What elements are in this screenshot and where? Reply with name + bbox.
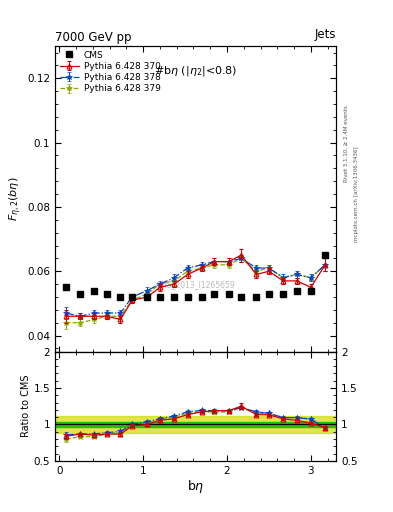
Text: 7000 GeV pp: 7000 GeV pp: [55, 31, 132, 44]
CMS: [294, 287, 299, 293]
CMS: [92, 287, 97, 293]
CMS: [185, 294, 190, 300]
CMS: [254, 294, 259, 300]
CMS: [130, 294, 134, 300]
CMS: [239, 294, 244, 300]
Legend: CMS, Pythia 6.428 370, Pythia 6.428 378, Pythia 6.428 379: CMS, Pythia 6.428 370, Pythia 6.428 378,…: [58, 49, 163, 95]
CMS: [118, 294, 123, 300]
Text: Rivet 3.1.10, ≥ 2.4M events: Rivet 3.1.10, ≥ 2.4M events: [344, 105, 349, 182]
Bar: [55, 416, 336, 433]
CMS: [158, 294, 162, 300]
CMS: [64, 284, 68, 290]
Y-axis label: $F_{\eta,2}(b\eta)$: $F_{\eta,2}(b\eta)$: [8, 177, 24, 221]
Line: CMS: CMS: [62, 252, 329, 301]
CMS: [200, 294, 204, 300]
CMS: [78, 291, 83, 297]
Text: Jets: Jets: [314, 29, 336, 41]
Text: mcplots.cern.ch [arXiv:1306.3436]: mcplots.cern.ch [arXiv:1306.3436]: [354, 147, 359, 242]
Text: #b$\eta$ ($|\eta_2|$<0.8): #b$\eta$ ($|\eta_2|$<0.8): [154, 65, 237, 78]
CMS: [172, 294, 176, 300]
Y-axis label: Ratio to CMS: Ratio to CMS: [21, 375, 31, 437]
CMS: [281, 291, 286, 297]
CMS: [105, 291, 109, 297]
CMS: [266, 291, 271, 297]
Text: CMS_2013_I1265659: CMS_2013_I1265659: [156, 280, 235, 289]
CMS: [212, 291, 217, 297]
X-axis label: b$\eta$: b$\eta$: [187, 478, 204, 496]
CMS: [309, 287, 313, 293]
CMS: [323, 252, 327, 258]
Bar: [55, 421, 336, 428]
CMS: [145, 294, 150, 300]
CMS: [226, 291, 231, 297]
